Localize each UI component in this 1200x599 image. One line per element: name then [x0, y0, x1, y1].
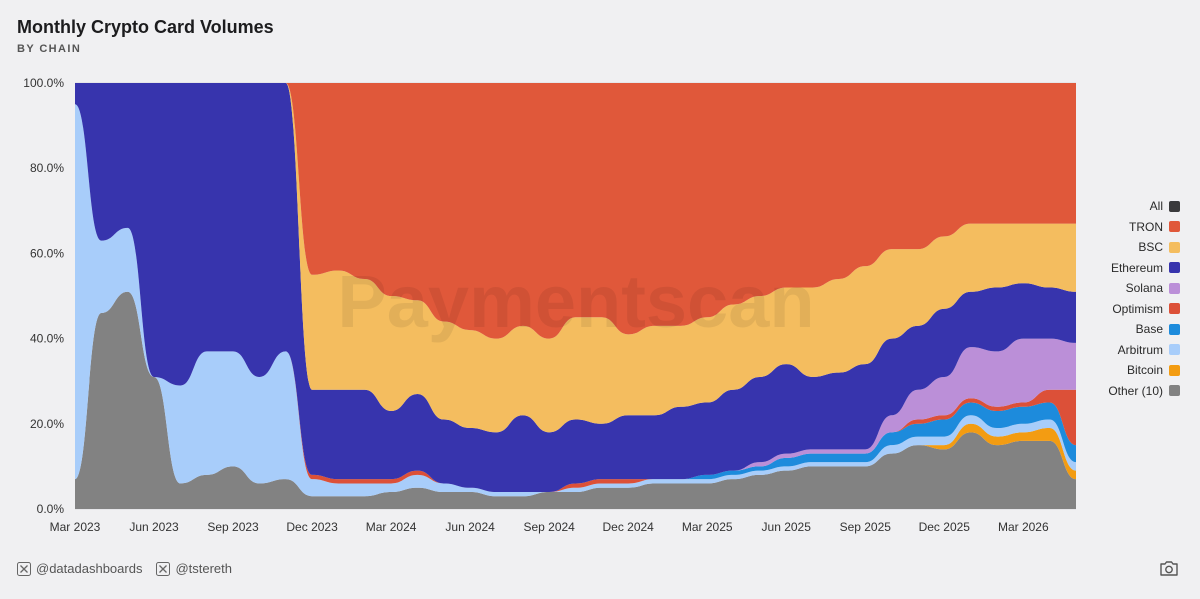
legend: All TRON BSC Ethereum Solana Optimism Base Arbi… [1085, 196, 1180, 401]
footer-handle-tstereth[interactable]: @tstereth [156, 561, 232, 576]
area-series-other-10[interactable] [75, 291, 1076, 509]
chart-subtitle: BY CHAIN [17, 43, 82, 55]
area-series-arbitrum[interactable] [75, 104, 1076, 497]
legend-swatch [1169, 241, 1180, 253]
legend-swatch [1169, 200, 1180, 212]
legend-item-all[interactable]: All [1085, 196, 1180, 217]
legend-swatch [1169, 303, 1180, 315]
x-logo-icon [156, 561, 171, 576]
chart-title: Monthly Crypto Card Volumes [17, 17, 274, 37]
watermark: Paymentscan [337, 260, 814, 343]
legend-label: Bitcoin [1126, 363, 1163, 378]
y-tick-label: 40.0% [30, 332, 64, 346]
x-tick-label: Dec 2023 [286, 520, 338, 534]
legend-item-optimism[interactable]: Optimism [1085, 299, 1180, 320]
legend-swatch [1169, 262, 1180, 274]
x-tick-label: Mar 2024 [366, 520, 417, 534]
legend-label: All [1149, 199, 1163, 214]
x-tick-label: Mar 2026 [998, 520, 1049, 534]
x-tick-label: Jun 2023 [129, 520, 179, 534]
legend-label: Optimism [1112, 301, 1163, 316]
legend-label: Arbitrum [1117, 342, 1163, 357]
x-logo-icon [17, 561, 31, 576]
y-tick-label: 60.0% [30, 246, 64, 260]
legend-label: Base [1135, 322, 1163, 337]
legend-label: TRON [1129, 219, 1163, 234]
legend-swatch [1169, 344, 1180, 356]
y-tick-label: 80.0% [30, 161, 64, 175]
legend-swatch [1169, 364, 1180, 376]
camera-icon[interactable] [1159, 560, 1179, 577]
legend-label: BSC [1138, 240, 1163, 255]
y-tick-label: 0.0% [37, 502, 65, 516]
legend-item-solana[interactable]: Solana [1085, 278, 1180, 299]
footer: @datadashboards @tstereth [17, 561, 246, 576]
legend-swatch [1169, 221, 1180, 233]
x-tick-label: Dec 2025 [919, 520, 971, 534]
x-tick-label: Sep 2023 [207, 520, 259, 534]
footer-handle-text: @datadashboards [36, 561, 143, 576]
y-tick-label: 20.0% [30, 417, 64, 431]
legend-item-base[interactable]: Base [1085, 319, 1180, 340]
legend-label: Ethereum [1110, 260, 1163, 275]
x-tick-label: Dec 2024 [602, 520, 654, 534]
y-tick-label: 100.0% [23, 76, 64, 90]
legend-item-bsc[interactable]: BSC [1085, 237, 1180, 258]
footer-handle-text: @tstereth [175, 561, 232, 576]
x-tick-label: Jun 2025 [762, 520, 812, 534]
legend-swatch [1169, 323, 1180, 335]
legend-item-ethereum[interactable]: Ethereum [1085, 258, 1180, 279]
x-tick-label: Jun 2024 [445, 520, 495, 534]
legend-label: Solana [1125, 281, 1163, 296]
legend-item-arbitrum[interactable]: Arbitrum [1085, 340, 1180, 361]
x-tick-label: Mar 2023 [50, 520, 101, 534]
legend-item-other-10[interactable]: Other (10) [1085, 381, 1180, 402]
legend-swatch [1169, 385, 1180, 397]
x-axis: Mar 2023 Jun 2023 Sep 2023 Dec 2023 Mar 2024… [50, 520, 1049, 534]
area-series-tron[interactable] [75, 83, 1076, 339]
area-series-bsc[interactable] [75, 83, 1076, 433]
legend-item-bitcoin[interactable]: Bitcoin [1085, 360, 1180, 381]
legend-swatch [1169, 282, 1180, 294]
chart-areas [75, 83, 1076, 509]
x-tick-label: Sep 2025 [840, 520, 892, 534]
y-axis: 0.0% 20.0% 40.0% 60.0% 80.0% 100.0% [23, 76, 64, 516]
x-tick-label: Mar 2025 [682, 520, 733, 534]
x-tick-label: Sep 2024 [523, 520, 575, 534]
legend-item-tron[interactable]: TRON [1085, 217, 1180, 238]
legend-label: Other (10) [1108, 383, 1163, 398]
footer-handle-datadashboards[interactable]: @datadashboards [17, 561, 142, 576]
